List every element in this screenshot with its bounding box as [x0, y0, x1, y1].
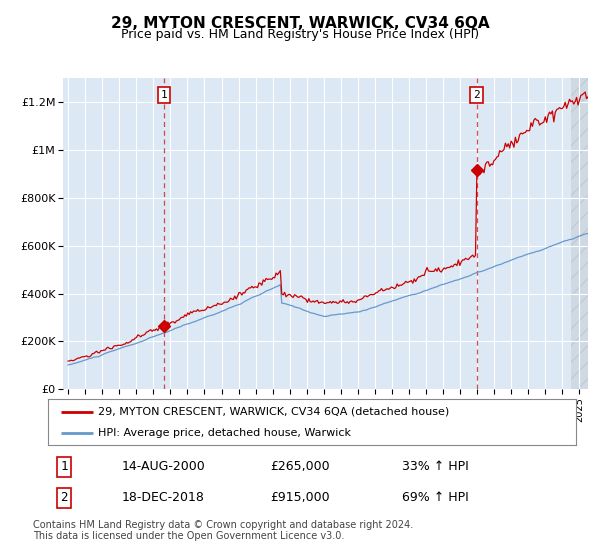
- Text: 2: 2: [473, 90, 480, 100]
- Text: Contains HM Land Registry data © Crown copyright and database right 2024.
This d: Contains HM Land Registry data © Crown c…: [33, 520, 413, 542]
- Text: 29, MYTON CRESCENT, WARWICK, CV34 6QA: 29, MYTON CRESCENT, WARWICK, CV34 6QA: [110, 16, 490, 31]
- Bar: [571, 78, 588, 389]
- Text: Price paid vs. HM Land Registry's House Price Index (HPI): Price paid vs. HM Land Registry's House …: [121, 28, 479, 41]
- Text: 1: 1: [161, 90, 167, 100]
- Text: HPI: Average price, detached house, Warwick: HPI: Average price, detached house, Warw…: [98, 428, 351, 438]
- Text: 69% ↑ HPI: 69% ↑ HPI: [402, 491, 469, 504]
- Text: 18-DEC-2018: 18-DEC-2018: [122, 491, 205, 504]
- Text: 33% ↑ HPI: 33% ↑ HPI: [402, 460, 469, 473]
- Text: £265,000: £265,000: [270, 460, 329, 473]
- Text: 29, MYTON CRESCENT, WARWICK, CV34 6QA (detached house): 29, MYTON CRESCENT, WARWICK, CV34 6QA (d…: [98, 407, 449, 417]
- Text: 2: 2: [60, 491, 68, 504]
- Text: 1: 1: [60, 460, 68, 473]
- Text: 14-AUG-2000: 14-AUG-2000: [122, 460, 206, 473]
- Text: £915,000: £915,000: [270, 491, 329, 504]
